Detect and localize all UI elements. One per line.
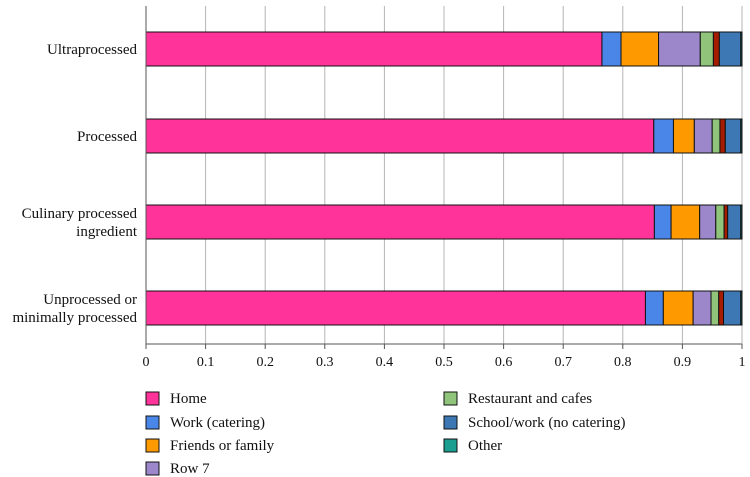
category-label: minimally processed [12,310,137,326]
bar-segment [723,204,729,240]
bar-segment [710,290,720,326]
legend-label: Friends or family [170,438,275,454]
legend-swatch [443,415,458,430]
bar-segment [699,31,714,67]
bars [145,31,743,326]
legend-swatch [145,415,160,430]
bar-segment [692,290,712,326]
x-tick-label: 0.5 [435,355,453,370]
category-label: Processed [77,129,137,145]
bar-segment [670,204,701,240]
legend-swatch [145,461,160,476]
bar-segment [723,290,742,326]
bar-segment [740,31,743,67]
bar-segment [718,31,742,67]
x-tick-label: 0.7 [554,355,572,370]
bar-segment [145,118,655,154]
legend-label: Restaurant and cafes [468,391,592,407]
category-labels: Ultraprocessed Processed Culinary processe… [12,42,137,326]
bar-segment [740,290,743,326]
x-tick-label: 0.6 [495,355,513,370]
bar-segment [601,31,622,67]
x-tick-label: 0.8 [614,355,632,370]
x-tick-label: 0 [143,355,150,370]
legend: Home Work (catering) Friends or family Row … [145,391,625,477]
bar-segment [740,204,743,240]
category-label: Ultraprocessed [47,42,137,58]
bar-segment [145,31,603,67]
x-tick-label: 1 [739,355,746,370]
legend-swatch [145,391,160,406]
bar-segment [662,290,694,326]
legend-swatch [443,391,458,406]
bar-segment [719,118,726,154]
x-tick-label: 0.9 [674,355,692,370]
category-label: ingredient [76,224,138,240]
bar-segment [653,118,674,154]
legend-label: Home [170,391,207,407]
bar-segment [727,204,742,240]
bar-segment [693,118,713,154]
category-label: Culinary processed [22,206,138,222]
bar-segment [672,118,695,154]
bar-segment [711,118,721,154]
bar-segment [658,31,701,67]
legend-swatch [145,438,160,453]
bar-segment [718,290,725,326]
bar-segment [145,204,655,240]
x-tick-label: 0.4 [376,355,394,370]
x-tick-labels: 0 0.1 0.2 0.3 0.4 0.5 0.6 0.7 0.8 0.9 1 [143,355,746,370]
bar-segment [715,204,725,240]
bar-segment [699,204,717,240]
x-tick-label: 0.1 [197,355,215,370]
bar-segment [644,290,664,326]
legend-label: Other [468,438,502,454]
x-tick-label: 0.2 [256,355,274,370]
bar-segment [653,204,672,240]
category-label: Unprocessed or [43,292,137,308]
x-tick-label: 0.3 [316,355,334,370]
bar-segment [145,290,646,326]
legend-swatch [443,438,458,453]
bar-segment [712,31,720,67]
bar-segment [740,118,743,154]
legend-label: School/work (no catering) [468,415,625,431]
bar-segment [620,31,660,67]
legend-label: Row 7 [170,461,210,477]
x-axis [145,6,743,349]
bar-segment [724,118,742,154]
legend-label: Work (catering) [170,415,265,431]
